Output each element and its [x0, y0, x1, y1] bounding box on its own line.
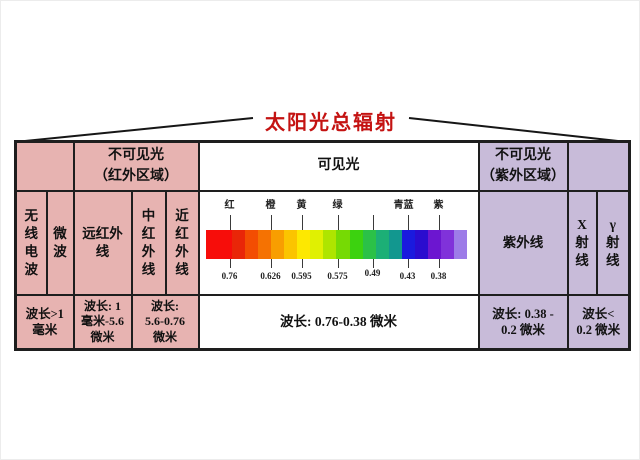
wavelength-radio-microwave: 波长>1 毫米	[14, 294, 75, 351]
band-microwave: 微 波	[45, 190, 75, 296]
wavelength-value-0: 0.76	[221, 271, 238, 281]
visible-spectrum: 红 橙 黄 绿 青蓝 紫 0.76 0.626 0.595	[200, 192, 478, 294]
diagram-title: 太阳光总辐射	[265, 112, 397, 134]
color-label-yellow: 黄	[296, 200, 307, 211]
color-label-violet: 紫	[433, 200, 444, 211]
visible-spectrum-cell: 红 橙 黄 绿 青蓝 紫 0.76 0.626 0.595	[197, 190, 480, 296]
color-label-cyanblue: 青蓝	[393, 200, 414, 211]
color-label-red: 红	[224, 200, 235, 211]
header-visible-light: 可见光	[197, 140, 480, 192]
band-far-infrared: 远红外 线	[72, 190, 133, 296]
wavelength-visible: 波长: 0.76-0.38 微米	[197, 294, 480, 351]
wavelength-value-6: 0.38	[430, 271, 447, 281]
spectrum-table: 不可见光 （红外区域） 可见光 不可见光 （紫外区域） 无 线 电 波 微 波 …	[14, 140, 632, 351]
band-gamma: γ 射 线	[595, 190, 631, 296]
wavelength-value-4: 0.49	[364, 268, 381, 278]
header-infrared-region: 不可见光 （红外区域）	[72, 140, 200, 192]
band-near-infrared: 近 红 外 线	[164, 190, 200, 296]
spectrum-color-bar	[205, 230, 468, 259]
cell-empty-right	[566, 140, 631, 192]
color-label-green: 绿	[332, 200, 343, 211]
color-label-orange: 橙	[265, 200, 276, 211]
band-radio-waves: 无 线 电 波	[14, 190, 48, 296]
wavelength-ultraviolet: 波长: 0.38 - 0.2 微米	[477, 294, 569, 351]
band-mid-infrared: 中 红 外 线	[130, 190, 167, 296]
wavelength-xray-gamma: 波长< 0.2 微米	[566, 294, 631, 351]
header-ultraviolet-region: 不可见光 （紫外区域）	[477, 140, 569, 192]
cell-empty-left	[14, 140, 75, 192]
wavelength-value-1: 0.626	[260, 271, 281, 281]
band-ultraviolet: 紫外线	[477, 190, 569, 296]
roof-lines	[14, 117, 628, 143]
wavelength-value-3: 0.575	[327, 271, 348, 281]
wavelength-value-5: 0.43	[399, 271, 416, 281]
wavelength-mid-near-infrared: 波长: 5.6-0.76 微米	[130, 294, 200, 351]
band-xray: X 射 线	[566, 190, 598, 296]
wavelength-far-infrared: 波长: 1 毫米-5.6 微米	[72, 294, 133, 351]
wavelength-value-2: 0.595	[291, 271, 312, 281]
